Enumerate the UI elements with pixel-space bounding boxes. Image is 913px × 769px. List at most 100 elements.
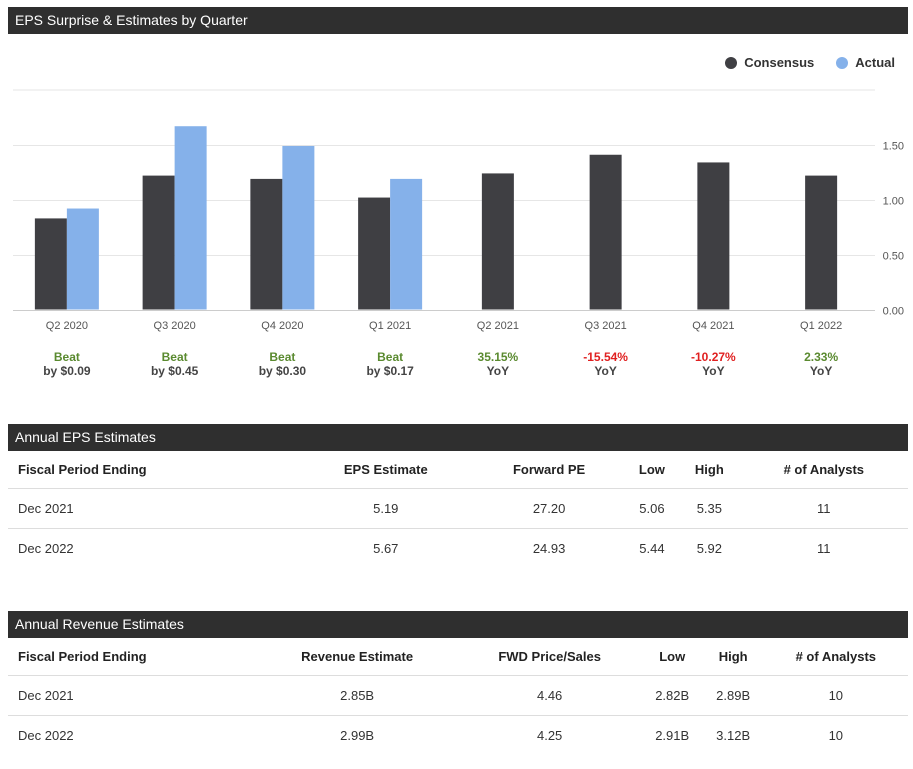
legend-item-actual[interactable]: Actual [836,55,895,70]
table-cell: 5.92 [696,541,723,556]
table-cell: 5.35 [679,488,740,529]
x-tick-label: Q2 2021 [477,320,519,332]
actual-bar [390,178,423,310]
col-low: Low [641,638,703,676]
table-cell: Dec 2021 [8,675,257,716]
table-cell: 3.12B [716,728,751,743]
surprise-detail: YoY [702,364,725,378]
chart-legend: Consensus Actual [703,55,895,70]
table-cell: Dec 2022 [18,541,74,556]
surprise-detail: YoY [486,364,510,378]
col-fwd-price-sales: FWD Price/Sales [457,638,642,676]
consensus-bar [481,173,514,310]
surprise-annotation: -15.54% YoY [556,350,656,378]
y-tick-label: 1.00 [883,196,904,208]
legend-item-consensus[interactable]: Consensus [725,55,814,70]
x-tick-label: Q3 2020 [154,320,196,332]
actual-bar [282,145,315,310]
table-row: Dec 2021 5.19 27.20 5.06 5.35 11 [8,488,908,529]
surprise-annotation: Beat by $0.09 [17,350,117,378]
col-forward-pe: Forward PE [473,451,625,489]
surprise-annotation: Beat by $0.17 [340,350,440,378]
table-cell: 10 [763,675,908,716]
surprise-detail: by $0.45 [150,364,199,378]
chart-section-header: EPS Surprise & Estimates by Quarter [8,7,908,34]
col-low: Low [624,451,680,489]
revenue-section-header: Annual Revenue Estimates [8,611,908,638]
eps-bar-chart: 0.00 0.50 1.00 1.50 Q2 2020 Q3 2020 Q4 2020 Q1 … [13,89,904,332]
table-cell: 4.25 [536,728,563,743]
revenue-table-header-row: Fiscal Period Ending Revenue Estimate FW… [8,638,908,676]
consensus-bar [358,197,391,310]
surprise-value: Beat [161,350,188,364]
col-high: High [679,451,740,489]
table-cell: Dec 2022 [18,728,74,743]
table-cell: 5.06 [624,488,680,529]
revenue-estimates-table: Fiscal Period Ending Revenue Estimate FW… [8,638,908,755]
table-cell: 2.99B [340,728,375,743]
eps-section-header: Annual EPS Estimates [8,424,908,451]
table-cell: 5.19 [298,488,474,529]
chart-section-title: EPS Surprise & Estimates by Quarter [15,12,248,28]
surprise-annotation: 35.15% YoY [448,350,548,378]
surprise-detail: by $0.17 [366,364,414,378]
table-cell: 2.85B [256,675,458,716]
x-tick-label: Q4 2020 [261,320,303,332]
x-tick-label: Q1 2022 [800,320,842,332]
surprise-value: 2.33% [804,350,839,364]
actual-bar [66,208,99,310]
surprise-value: Beat [53,350,80,364]
legend-label-consensus: Consensus [744,55,815,70]
table-cell: 5.67 [373,541,399,556]
surprise-value: Beat [377,350,404,364]
surprise-value: Beat [269,350,296,364]
eps-section-title: Annual EPS Estimates [15,429,156,445]
legend-dot-actual [836,56,849,69]
consensus-bar [34,218,67,310]
table-cell: Dec 2021 [8,488,299,529]
table-row: Dec 2022 5.67 24.93 5.44 5.92 11 [8,529,908,569]
col-analysts: # of Analysts [739,451,908,489]
table-cell: 4.46 [457,675,642,716]
consensus-bar [697,162,730,310]
y-tick-label: 0.00 [883,306,904,318]
table-cell: 2.82B [641,675,703,716]
col-high: High [702,638,764,676]
col-fiscal-period: Fiscal Period Ending [8,451,299,489]
col-revenue-estimate: Revenue Estimate [256,638,458,676]
consensus-bar [250,178,283,310]
y-tick-label: 0.50 [883,251,904,263]
consensus-bar [589,154,622,310]
surprise-detail: YoY [809,364,833,378]
eps-estimates-table: Fiscal Period Ending EPS Estimate Forwar… [8,451,908,568]
surprise-value: -15.54% [583,350,628,364]
x-tick-label: Q2 2020 [46,320,88,332]
eps-table-header-row: Fiscal Period Ending EPS Estimate Forwar… [8,451,908,489]
surprise-annotation: Beat by $0.30 [232,350,332,378]
surprise-annotation: Beat by $0.45 [125,350,225,378]
table-cell: 10 [828,728,844,743]
surprise-value: 35.15% [477,350,519,364]
table-cell: 2.91B [655,728,690,743]
surprise-annotation: -10.27% YoY [663,350,763,378]
surprise-detail: YoY [594,364,617,378]
consensus-bar [142,175,175,310]
col-eps-estimate: EPS Estimate [298,451,474,489]
col-fiscal-period: Fiscal Period Ending [8,638,257,676]
x-tick-label: Q4 2021 [692,320,734,332]
table-cell: 11 [739,488,908,529]
x-tick-label: Q1 2021 [369,320,411,332]
actual-bar [174,126,207,310]
table-row: Dec 2021 2.85B 4.46 2.82B 2.89B 10 [8,675,908,716]
table-cell: 5.44 [639,541,665,556]
table-cell: 11 [817,541,831,556]
legend-dot-consensus [725,56,738,69]
table-row: Dec 2022 2.99B 4.25 2.91B 3.12B 10 [8,716,908,756]
revenue-section-title: Annual Revenue Estimates [15,616,184,632]
surprise-value: -10.27% [691,350,736,364]
col-analysts: # of Analysts [763,638,908,676]
consensus-bar [805,175,838,310]
x-tick-label: Q3 2021 [585,320,627,332]
surprise-annotation: 2.33% YoY [771,350,871,378]
surprise-detail: by $0.30 [258,364,307,378]
